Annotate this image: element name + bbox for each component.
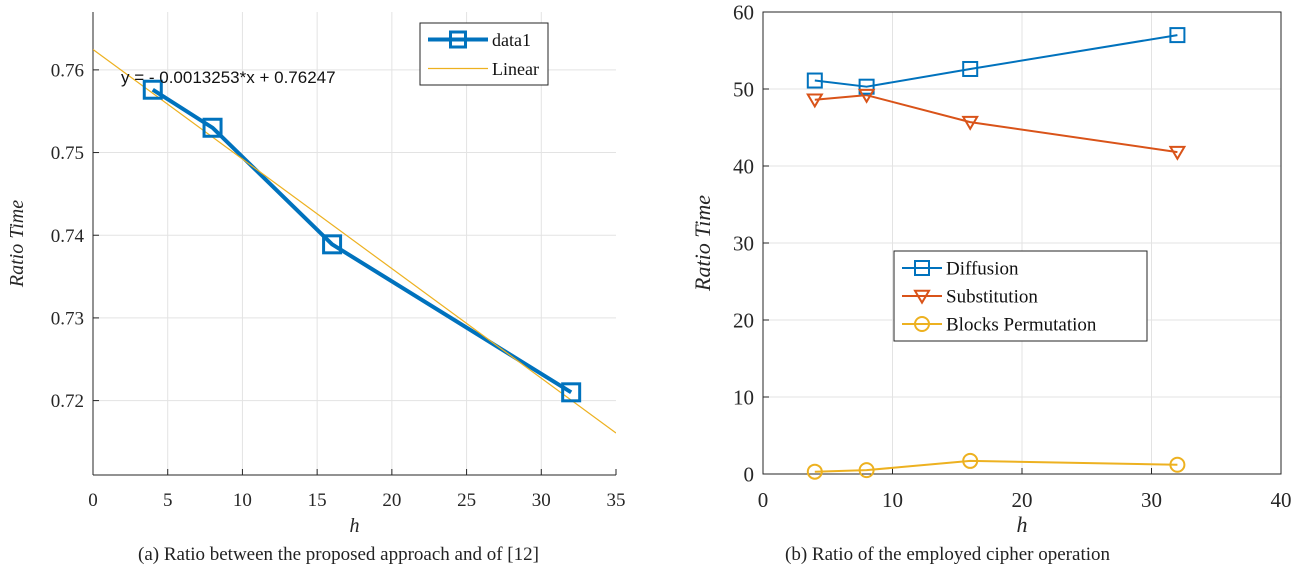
series-line-substitution [814,94,1178,154]
data-point [962,60,979,77]
legend-marker [914,316,930,332]
x-tick-label: 10 [233,490,252,511]
x-tick-label: 30 [1141,488,1162,512]
y-tick-label: 0.76 [51,61,84,82]
chart-b: 0 10 20 30 40 0 10 20 30 40 50 60 h Ratio Time Diffusi… [690,0,1292,537]
y-tick-label: 0.74 [51,226,85,247]
x-tick-label: 0 [758,488,769,512]
legend-box [419,22,549,86]
chart-a: 0 5 10 15 20 25 30 35 0.72 0.73 0.74 0.75 0.76 h Ratio… [6,12,626,537]
x-tick-label: 20 [382,490,401,511]
data-point [1168,145,1187,161]
y-tick-label: 0.75 [51,143,84,164]
series-line-blocks-permutation [814,459,1178,473]
y-axis-label: Ratio Time [690,195,715,292]
x-tick-label: 15 [308,490,327,511]
y-tick-label: 30 [733,231,754,255]
legend: Diffusion Substitution Blocks Permutation [893,250,1148,342]
series-line-diffusion [814,34,1178,88]
x-axis-label: h [1017,512,1028,537]
data-point [858,462,875,479]
x-tick-label: 25 [457,490,476,511]
y-tick-label: 10 [733,385,754,409]
data-point [806,72,823,89]
data-point [322,234,343,255]
y-tick-label: 50 [733,77,754,101]
legend-label: Diffusion [946,259,1019,280]
figure: 0 5 10 15 20 25 30 35 0.72 0.73 0.74 0.75 0.76 h Ratio… [6,0,1292,537]
data-point [1169,27,1186,44]
x-tick-label: 20 [1012,488,1033,512]
data-point [806,93,824,109]
x-tick-label: 10 [882,488,903,512]
legend-label: data1 [492,30,531,50]
y-tick-label: 0.73 [51,309,84,330]
legend-marker [449,30,467,49]
caption-chart-b: (b) Ratio of the employed cipher operati… [785,544,1111,565]
x-tick-label: 40 [1271,488,1292,512]
data-point [202,117,223,138]
data-point [561,382,582,403]
legend-label: Substitution [946,287,1038,308]
data-point [142,79,163,100]
x-tick-label: 35 [607,490,626,511]
data-point [1169,456,1186,473]
regression-equation: y = - 0.0013253*x + 0.76247 [121,68,336,87]
x-tick-label: 0 [88,490,98,511]
y-tick-label: 20 [733,308,754,332]
data-point [961,115,979,131]
legend-marker [914,260,930,276]
caption-chart-a: (a) Ratio between the proposed approach … [138,544,539,565]
x-tick-label: 5 [163,490,173,511]
y-axis-label: Ratio Time [6,200,28,288]
plot-area [814,34,1178,473]
legend-label: Blocks Permutation [946,315,1097,336]
y-tick-label: 40 [733,154,754,178]
series-line-data1 [151,88,573,395]
legend-marker [913,289,931,305]
y-tick-label: 60 [733,0,754,24]
data-point [806,463,823,480]
data-point [858,78,875,95]
y-tick-label: 0.72 [51,391,84,412]
series-line-linear [93,48,616,434]
legend-label: Linear [492,59,539,79]
data-point [857,88,876,104]
x-tick-label: 30 [532,490,551,511]
legend: data1 Linear [419,22,549,86]
y-tick-label: 0 [744,462,755,486]
x-axis-label: h [350,515,360,537]
data-point [962,452,979,469]
plot-area [93,48,616,434]
